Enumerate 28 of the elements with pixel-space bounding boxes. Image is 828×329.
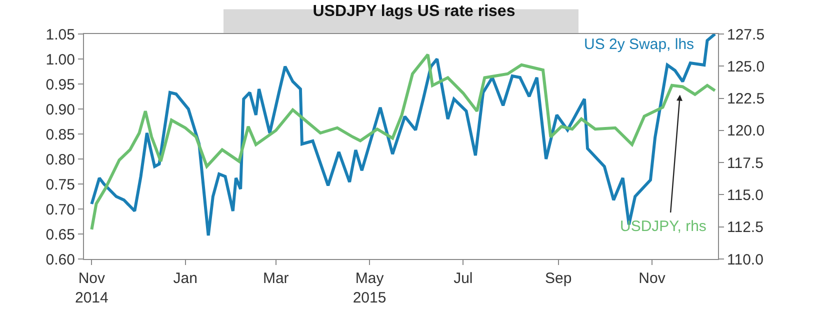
- y2-tick-label: 115.0: [727, 186, 764, 204]
- x-tick-label: May 2015: [352, 270, 386, 306]
- y-tick-label: 0.70: [46, 201, 75, 218]
- y2-tick-label: 127.5: [727, 26, 765, 44]
- y2-tick-label: 122.5: [727, 90, 765, 108]
- x-tick-label: Jan: [173, 270, 198, 287]
- x-tick-label: Sep: [545, 270, 572, 287]
- y-tick-label: 0.80: [46, 151, 75, 168]
- x-tick-label: Jul: [454, 270, 473, 287]
- y-tick-label: 0.75: [46, 176, 75, 194]
- y-tick-label: 0.95: [46, 76, 75, 94]
- y-tick-label: 0.85: [46, 126, 75, 144]
- y2-tick-label: 125.0: [727, 58, 765, 76]
- y2-tick-label: 110.0: [727, 251, 764, 268]
- y2-tick-label: 117.5: [727, 154, 764, 172]
- y-tick-label: 0.60: [46, 251, 75, 268]
- series-label: US 2y Swap, lhs: [584, 36, 694, 53]
- x-tick-label: Mar: [262, 270, 289, 287]
- x-tick-label: Nov 2014: [74, 270, 108, 306]
- y-tick-label: 0.90: [46, 101, 75, 118]
- y2-tick-label: 112.5: [727, 219, 764, 236]
- y-tick-label: 1.00: [46, 51, 75, 68]
- y-tick-label: 1.05: [46, 26, 75, 44]
- y-tick-label: 0.65: [46, 226, 75, 244]
- y2-tick-label: 120.0: [727, 122, 765, 140]
- text: USDJPY, rhs: [620, 218, 706, 235]
- chart-title: USDJPY lags US rate rises: [312, 3, 516, 20]
- x-tick-label: Nov: [638, 270, 666, 287]
